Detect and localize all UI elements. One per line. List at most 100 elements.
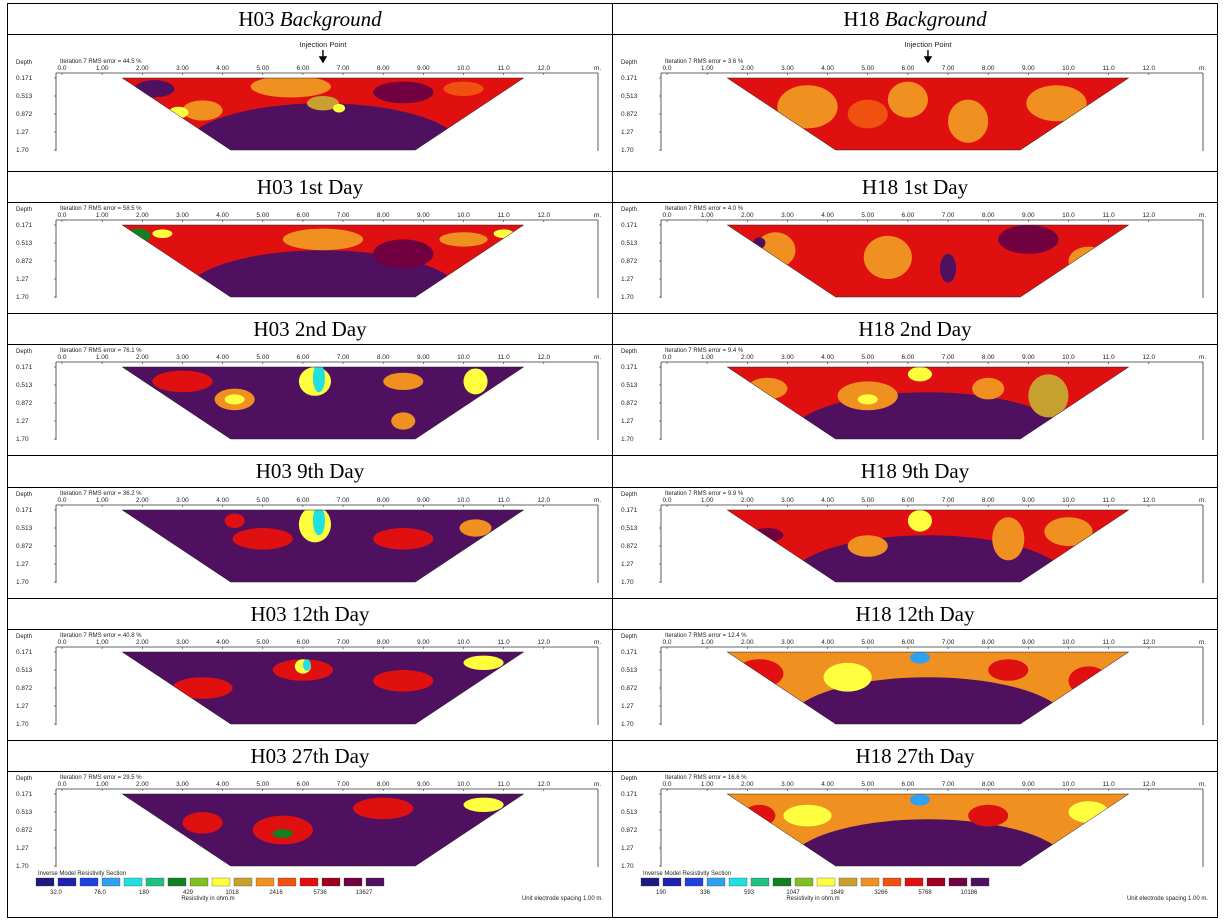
depth-tick-label: 0.872 xyxy=(621,685,638,692)
resistivity-contour xyxy=(1068,666,1109,696)
legend-swatch xyxy=(233,878,253,887)
resistivity-contour xyxy=(887,81,928,118)
depth-tick-label: 0.171 xyxy=(16,222,33,229)
section-outline xyxy=(121,366,525,440)
legend-value-label: 190 xyxy=(656,890,667,896)
legend-value-label: 1047 xyxy=(786,890,800,896)
injection-point-arrow xyxy=(318,50,328,64)
x-tick-label: 12.0 xyxy=(1142,781,1155,788)
resistivity-section-h18-day1: Depth Iteration 7 RMS error = 4.0 %0.0 1.0… xyxy=(621,206,1206,301)
x-tick-label: 0.0 xyxy=(662,354,671,361)
x-tick-label: 6.00 xyxy=(297,212,310,219)
x-tick-label: 3.00 xyxy=(781,212,794,219)
axis-group: Depth Iteration 7 RMS error = 9.9 %0.0 1.0… xyxy=(621,491,1206,586)
legend-swatch xyxy=(728,878,748,887)
x-tick-label: 6.00 xyxy=(902,354,915,361)
x-tick-label: 2.00 xyxy=(136,65,149,72)
x-tick-label: 4.00 xyxy=(216,781,229,788)
x-tick-label: 10.0 xyxy=(457,497,470,504)
resistivity-section-h18-day12: Depth Iteration 7 RMS error = 12.4 %0.0 1.… xyxy=(621,633,1206,728)
axis-group: Depth Iteration 7 RMS error = 44.5 %0.0 1.… xyxy=(16,40,601,154)
panel-title-h03-day27: H03 27th Day xyxy=(7,740,613,773)
depth-label: Depth xyxy=(621,349,637,355)
x-tick-label: 5.00 xyxy=(861,212,874,219)
x-tick-label: 12.0 xyxy=(537,781,550,788)
resistivity-section xyxy=(727,651,1129,724)
depth-tick-label: 0.513 xyxy=(16,382,33,389)
x-tick-label: 4.00 xyxy=(821,497,834,504)
x-tick-label: 12.0 xyxy=(1142,497,1155,504)
depth-tick-label: 0.513 xyxy=(621,382,638,389)
x-tick-label: 1.00 xyxy=(96,354,109,361)
depth-tick-label: 0.513 xyxy=(621,525,638,532)
x-tick-label: 4.00 xyxy=(216,639,229,646)
depth-tick-label: 1.27 xyxy=(621,703,634,710)
section-deep-zone xyxy=(182,819,464,867)
depth-label: Depth xyxy=(621,776,637,782)
x-tick-label: 1.00 xyxy=(701,497,714,504)
resistivity-section xyxy=(727,78,1129,151)
depth-tick-label: 1.70 xyxy=(621,721,634,728)
resistivity-contour xyxy=(302,659,311,671)
resistivity-section-h03-day2: Depth Iteration 7 RMS error = 76.1 %0.0 1.… xyxy=(16,348,601,443)
x-tick-label: 0.0 xyxy=(662,781,671,788)
x-tick-label: 4.00 xyxy=(216,354,229,361)
electrode-spacing-label: Unit electrode spacing 1.00 m. xyxy=(522,896,603,902)
depth-tick-label: 0.872 xyxy=(16,400,33,407)
resistivity-section xyxy=(122,78,524,151)
legend-swatch xyxy=(189,878,209,887)
panel-title-text: H03 xyxy=(238,7,275,31)
x-tick-label: 7.00 xyxy=(337,354,350,361)
x-unit-label: m. xyxy=(594,781,601,788)
legend-value-label: 76.0 xyxy=(94,890,106,896)
rms-error-label: Iteration 7 RMS error = 9.9 % xyxy=(665,491,744,497)
legend-value-label: 1849 xyxy=(830,890,844,896)
x-tick-label: 5.00 xyxy=(256,639,269,646)
depth-tick-label: 1.70 xyxy=(16,721,29,728)
panel-title-h18-day27: H18 27th Day xyxy=(612,740,1218,773)
x-unit-label: m. xyxy=(1199,354,1206,361)
x-tick-label: 2.00 xyxy=(741,65,754,72)
x-unit-label: m. xyxy=(1199,781,1206,788)
x-tick-label: 11.0 xyxy=(498,639,511,646)
x-tick-label: 5.00 xyxy=(861,639,874,646)
x-tick-label: 3.00 xyxy=(176,354,189,361)
legend-swatch xyxy=(684,878,704,887)
x-tick-label: 6.00 xyxy=(297,65,310,72)
legend-title: Inverse Model Resistivity Section xyxy=(643,871,731,877)
resistivity-contour xyxy=(373,239,434,268)
x-tick-label: 2.00 xyxy=(741,639,754,646)
injection-point-label: Injection Point xyxy=(904,40,952,49)
depth-tick-label: 1.27 xyxy=(621,129,634,136)
legend-swatch xyxy=(706,878,726,887)
legend-swatch xyxy=(167,878,187,887)
rms-error-label: Iteration 7 RMS error = 44.5 % xyxy=(60,59,142,65)
resistivity-section-h18-day9: Depth Iteration 7 RMS error = 9.9 %0.0 1.0… xyxy=(621,491,1206,586)
x-tick-label: 7.00 xyxy=(942,65,955,72)
x-tick-label: 4.00 xyxy=(216,65,229,72)
x-tick-label: 10.0 xyxy=(457,212,470,219)
section-deep-zone xyxy=(182,534,464,582)
x-tick-label: 1.00 xyxy=(96,781,109,788)
x-tick-label: 1.00 xyxy=(701,212,714,219)
x-tick-label: 7.00 xyxy=(337,639,350,646)
x-tick-label: 1.00 xyxy=(701,65,714,72)
x-tick-label: 3.00 xyxy=(176,781,189,788)
resistivity-contour xyxy=(154,842,171,855)
resistivity-contour xyxy=(224,394,245,405)
x-tick-label: 9.00 xyxy=(1022,497,1035,504)
x-tick-label: 12.0 xyxy=(1142,65,1155,72)
legend-value-label: 2416 xyxy=(269,890,283,896)
rms-error-label: Iteration 7 RMS error = 4.0 % xyxy=(665,206,744,212)
depth-tick-label: 1.27 xyxy=(16,703,29,710)
depth-tick-label: 1.70 xyxy=(621,579,634,586)
depth-tick-label: 0.171 xyxy=(16,507,33,514)
x-unit-label: m. xyxy=(594,354,601,361)
axis-group: Depth Iteration 7 RMS error = 58.5 %0.0 1.… xyxy=(16,206,601,301)
x-tick-label: 3.00 xyxy=(781,781,794,788)
x-tick-label: 3.00 xyxy=(176,65,189,72)
x-tick-label: 9.00 xyxy=(1022,354,1035,361)
x-tick-label: 9.00 xyxy=(417,497,430,504)
resistivity-contour xyxy=(172,677,233,699)
resistivity-contour xyxy=(907,509,932,532)
